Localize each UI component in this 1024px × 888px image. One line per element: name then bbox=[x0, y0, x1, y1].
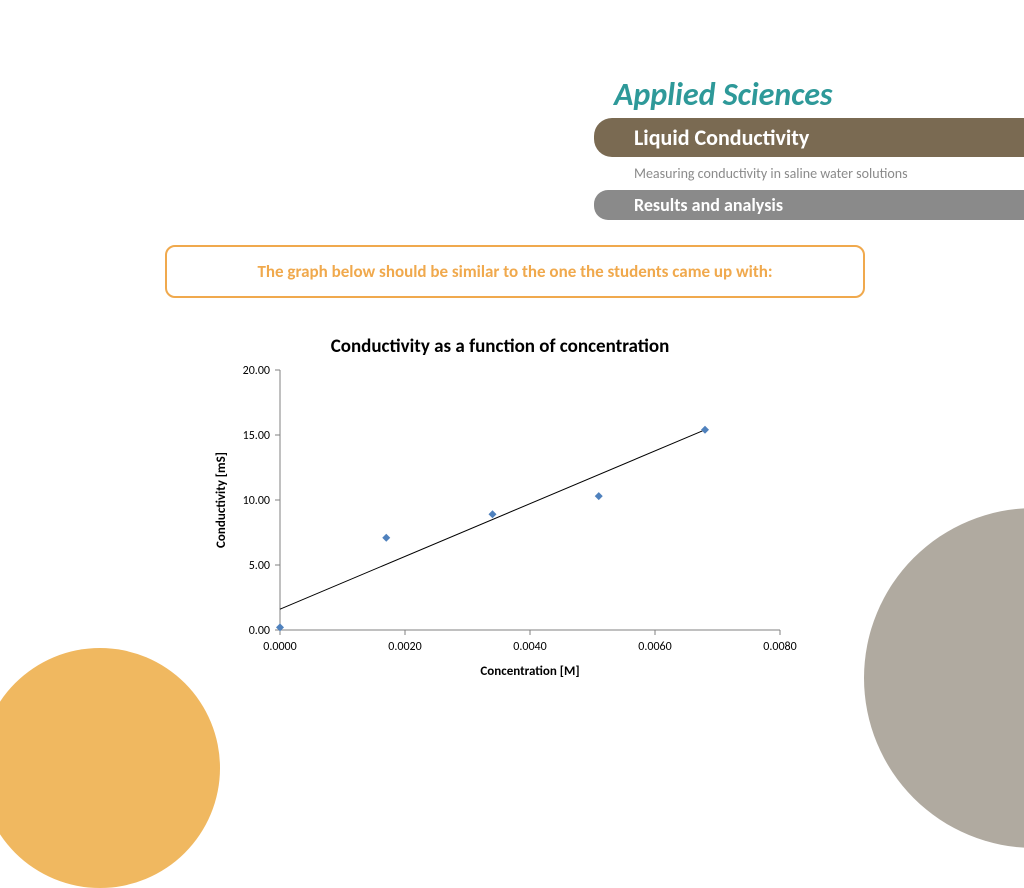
svg-text:Concentration [M]: Concentration [M] bbox=[480, 664, 579, 679]
decorative-orange-circle bbox=[0, 648, 220, 888]
header-region: Applied Sciences Liquid Conductivity Mea… bbox=[594, 75, 1024, 220]
brand-title: Applied Sciences bbox=[594, 75, 1024, 114]
svg-text:0.0020: 0.0020 bbox=[388, 640, 421, 654]
section-bar: Results and analysis bbox=[594, 190, 1024, 220]
svg-text:Conductivity [mS]: Conductivity [mS] bbox=[214, 452, 229, 548]
conductivity-chart: 0.00 5.00 10.00 15.00 20.00 0.0000 0.0020 0.004… bbox=[200, 360, 820, 680]
svg-text:10.00: 10.00 bbox=[243, 494, 270, 508]
svg-text:0.0000: 0.0000 bbox=[263, 640, 296, 654]
topic-bar: Liquid Conductivity bbox=[594, 118, 1024, 157]
callout-box: The graph below should be similar to the… bbox=[165, 245, 865, 298]
callout-text: The graph below should be similar to the… bbox=[257, 261, 772, 282]
svg-text:20.00: 20.00 bbox=[243, 364, 270, 378]
subtitle-text: Measuring conductivity in saline water s… bbox=[594, 157, 1024, 190]
svg-text:0.0040: 0.0040 bbox=[513, 640, 546, 654]
chart-title: Conductivity as a function of concentrat… bbox=[200, 335, 800, 358]
svg-text:5.00: 5.00 bbox=[249, 559, 270, 573]
svg-text:0.0060: 0.0060 bbox=[638, 640, 671, 654]
svg-text:15.00: 15.00 bbox=[243, 429, 270, 443]
svg-text:0.0080: 0.0080 bbox=[763, 640, 796, 654]
decorative-grey-circle bbox=[864, 508, 1024, 848]
svg-text:0.00: 0.00 bbox=[249, 624, 270, 638]
